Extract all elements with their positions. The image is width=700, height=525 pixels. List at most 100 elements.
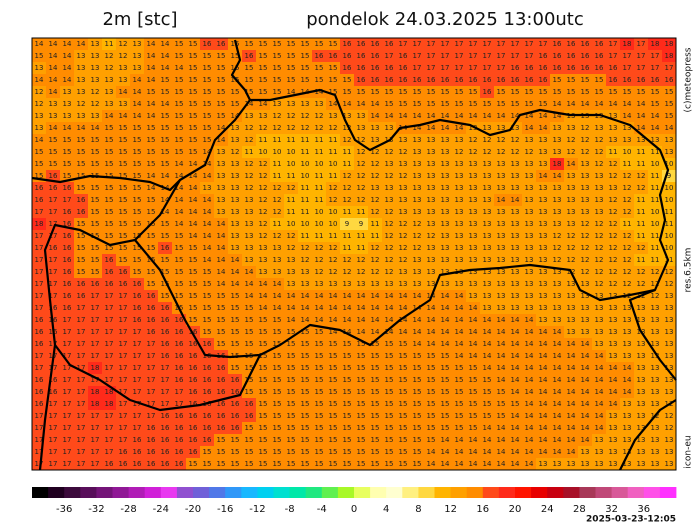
temperature-value: 13	[665, 352, 674, 360]
temperature-value: 12	[567, 148, 576, 156]
temperature-value: 14	[553, 388, 562, 396]
temperature-cell	[354, 242, 369, 255]
temperature-value: 17	[161, 400, 170, 408]
temperature-value: 15	[343, 424, 352, 432]
temperature-value: 14	[441, 328, 450, 336]
temperature-value: 12	[315, 256, 324, 264]
temperature-value: 14	[469, 460, 478, 468]
temperature-value: 16	[161, 328, 170, 336]
temperature-value: 15	[329, 424, 338, 432]
temperature-value: 15	[245, 460, 254, 468]
temperature-value: 16	[217, 388, 226, 396]
temperature-value: 15	[413, 376, 422, 384]
temperature-cell	[32, 146, 47, 159]
temperature-value: 15	[301, 64, 310, 72]
temperature-value: 14	[385, 316, 394, 324]
temperature-value: 13	[581, 304, 590, 312]
temperature-value: 16	[105, 460, 114, 468]
temperature-value: 13	[245, 208, 254, 216]
temperature-cell	[438, 158, 453, 171]
temperature-value: 16	[385, 64, 394, 72]
temperature-cell	[522, 254, 537, 267]
temperature-cell	[354, 206, 369, 219]
temperature-cell	[172, 74, 187, 87]
temperature-value: 13	[567, 184, 576, 192]
temperature-cell	[564, 98, 579, 111]
temperature-value: 17	[427, 52, 436, 60]
temperature-value: 16	[399, 52, 408, 60]
temperature-value: 13	[119, 76, 128, 84]
temperature-cell	[522, 38, 537, 51]
temperature-value: 15	[455, 88, 464, 96]
temperature-value: 12	[259, 208, 268, 216]
temperature-value: 14	[427, 460, 436, 468]
temperature-cell	[564, 62, 579, 75]
temperature-cell	[606, 158, 621, 171]
temperature-cell	[592, 206, 607, 219]
colorbar-label: -16	[217, 504, 233, 515]
temperature-value: 15	[399, 100, 408, 108]
temperature-cell	[424, 62, 439, 75]
temperature-cell	[592, 242, 607, 255]
temperature-cell	[200, 194, 215, 207]
temperature-cell	[256, 218, 271, 231]
temperature-value: 15	[441, 100, 450, 108]
temperature-value: 15	[203, 76, 212, 84]
temperature-value: 16	[581, 52, 590, 60]
temperature-value: 14	[497, 352, 506, 360]
temperature-value: 15	[35, 52, 44, 60]
temperature-value: 15	[189, 52, 198, 60]
temperature-value: 15	[329, 388, 338, 396]
temperature-value: 11	[245, 148, 254, 156]
temperature-value: 16	[385, 76, 394, 84]
temperature-value: 15	[161, 124, 170, 132]
temperature-cell	[144, 50, 159, 63]
temperature-cell	[396, 242, 411, 255]
temperature-value: 16	[147, 316, 156, 324]
temperature-value: 13	[427, 148, 436, 156]
temperature-value: 13	[483, 280, 492, 288]
temperature-value: 15	[217, 436, 226, 444]
temperature-value: 13	[539, 196, 548, 204]
temperature-value: 12	[637, 268, 646, 276]
temperature-value: 17	[119, 412, 128, 420]
temperature-value: 13	[623, 340, 632, 348]
temperature-cell	[102, 302, 117, 315]
temperature-value: 13	[427, 196, 436, 204]
temperature-value: 13	[371, 280, 380, 288]
temperature-value: 15	[105, 124, 114, 132]
temperature-cell	[186, 278, 201, 291]
temperature-cell	[396, 62, 411, 75]
temperature-cell	[256, 146, 271, 159]
temperature-cell	[536, 254, 551, 267]
temperature-value: 14	[497, 364, 506, 372]
temperature-cell	[578, 146, 593, 159]
temperature-value: 15	[77, 184, 86, 192]
temperature-cell	[130, 38, 145, 51]
temperature-cell	[256, 122, 271, 135]
temperature-value: 15	[385, 100, 394, 108]
temperature-value: 15	[91, 268, 100, 276]
temperature-value: 11	[273, 220, 282, 228]
temperature-cell	[438, 50, 453, 63]
temperature-cell	[172, 242, 187, 255]
temperature-value: 16	[175, 460, 184, 468]
temperature-value: 15	[217, 292, 226, 300]
temperature-cell	[354, 170, 369, 183]
temperature-cell	[354, 50, 369, 63]
temperature-value: 17	[665, 64, 674, 72]
temperature-value: 15	[399, 448, 408, 456]
temperature-value: 12	[329, 256, 338, 264]
temperature-cell	[102, 50, 117, 63]
temperature-cell	[340, 170, 355, 183]
temperature-value: 16	[63, 268, 72, 276]
temperature-value: 12	[301, 244, 310, 252]
temperature-value: 14	[385, 112, 394, 120]
temperature-value: 14	[511, 436, 520, 444]
temperature-cell	[312, 146, 327, 159]
temperature-value: 17	[539, 40, 548, 48]
temperature-value: 15	[105, 136, 114, 144]
temperature-value: 17	[49, 268, 58, 276]
temperature-value: 14	[147, 52, 156, 60]
colorbar-segment	[595, 487, 612, 498]
